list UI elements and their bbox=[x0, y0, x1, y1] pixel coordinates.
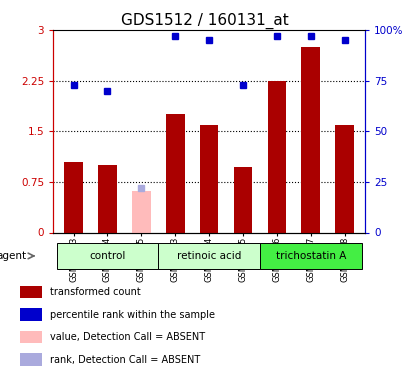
Text: GDS1512 / 160131_at: GDS1512 / 160131_at bbox=[121, 13, 288, 29]
Text: trichostatin A: trichostatin A bbox=[275, 251, 345, 261]
Text: agent: agent bbox=[0, 251, 27, 261]
Bar bbox=[166, 114, 184, 232]
Bar bbox=[233, 167, 252, 232]
Bar bbox=[20, 308, 42, 321]
Text: percentile rank within the sample: percentile rank within the sample bbox=[49, 309, 214, 320]
Text: rank, Detection Call = ABSENT: rank, Detection Call = ABSENT bbox=[49, 354, 199, 364]
Bar bbox=[301, 47, 319, 232]
Text: transformed count: transformed count bbox=[49, 287, 140, 297]
Text: retinoic acid: retinoic acid bbox=[176, 251, 241, 261]
Bar bbox=[335, 124, 353, 232]
Bar bbox=[132, 190, 151, 232]
FancyBboxPatch shape bbox=[158, 243, 259, 268]
Bar bbox=[20, 353, 42, 366]
FancyBboxPatch shape bbox=[259, 243, 361, 268]
FancyBboxPatch shape bbox=[56, 243, 158, 268]
Text: control: control bbox=[89, 251, 126, 261]
Bar bbox=[20, 331, 42, 343]
Bar bbox=[98, 165, 117, 232]
Text: value, Detection Call = ABSENT: value, Detection Call = ABSENT bbox=[49, 332, 204, 342]
Bar bbox=[199, 124, 218, 232]
Bar bbox=[267, 81, 285, 232]
Bar bbox=[20, 286, 42, 298]
Bar bbox=[64, 162, 83, 232]
